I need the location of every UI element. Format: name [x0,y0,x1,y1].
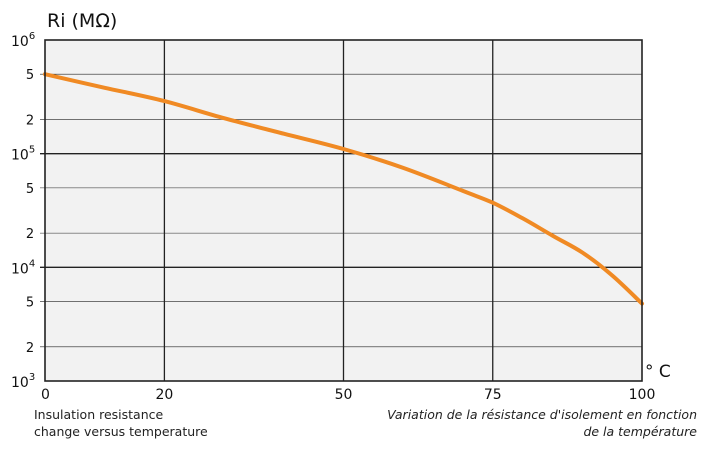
caption-french: Variation de la résistance d'isolement e… [337,406,697,440]
x-axis-unit: ° C [645,362,671,382]
y-minor-label: 2 [26,113,34,128]
y-minor-label: 5 [26,68,34,83]
x-tick-label: 50 [335,387,353,403]
y-minor-label: 2 [26,341,34,356]
caption-english-line-1: Insulation resistance [34,407,164,422]
caption-english: Insulation resistance change versus temp… [34,406,294,440]
x-tick-label: 20 [155,387,173,403]
caption-french-line-1: Variation de la résistance d'isolement e… [387,407,697,422]
x-tick-label: 100 [629,387,656,403]
grid [40,40,642,381]
y-minor-label: 5 [26,296,34,311]
y-decade-label: 103 [11,372,35,391]
series-group [43,72,644,306]
caption-english-line-2: change versus temperature [34,424,208,439]
y-axis-label: Ri (MΩ) [47,10,117,32]
y-minor-label: 5 [26,182,34,197]
y-minor-label: 2 [26,227,34,242]
tick-labels: 0 20 50 75 100 103 104 105 106 2 5 2 5 2 5 [11,31,655,403]
series-line [43,72,644,306]
y-decade-label: 105 [11,145,35,164]
x-tick-label: 75 [484,387,502,403]
caption-french-line-2: de la température [583,424,697,439]
x-tick-label: 0 [41,387,50,403]
y-decade-label: 104 [11,258,35,277]
y-decade-label: 106 [11,31,35,50]
plot-frame [44,39,643,382]
